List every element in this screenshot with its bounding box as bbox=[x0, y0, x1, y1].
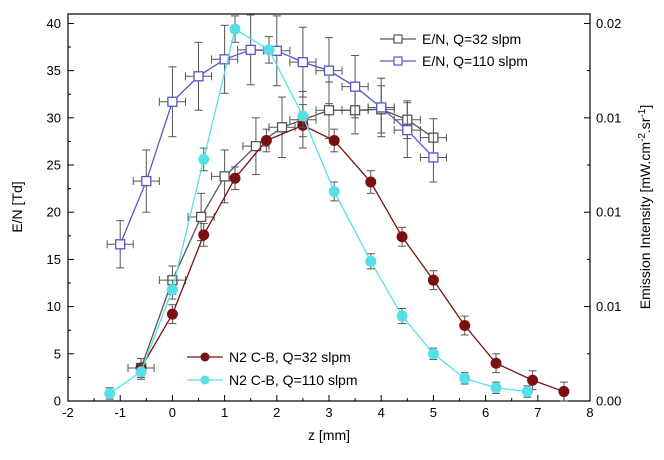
x-tick-label: 7 bbox=[534, 405, 541, 420]
left-y-tick-label: 10 bbox=[47, 299, 61, 314]
data-point bbox=[229, 172, 241, 184]
right-y-axis-ticks: 0.00 0.01 0.01 0.01 0.02 bbox=[584, 16, 621, 409]
legend-label: N2 C-B, Q=110 slpm bbox=[229, 372, 358, 388]
data-point bbox=[219, 171, 230, 182]
left-y-tick-label: 0 bbox=[54, 394, 61, 409]
legend-marker bbox=[393, 56, 403, 66]
data-point bbox=[263, 44, 275, 56]
x-tick-label: 4 bbox=[378, 405, 385, 420]
left-y-axis-ticks: 0 5 10 15 20 25 30 35 40 bbox=[47, 16, 74, 409]
data-point bbox=[328, 185, 340, 197]
x-axis-ticks: -2 -1 0 1 2 3 4 5 6 7 8 bbox=[62, 395, 594, 420]
series-line bbox=[140, 124, 565, 393]
data-point bbox=[193, 71, 204, 82]
data-point bbox=[297, 56, 309, 68]
left-y-tick-label: 35 bbox=[47, 63, 61, 78]
data-point bbox=[402, 124, 413, 136]
x-tick-label: 8 bbox=[586, 405, 593, 420]
data-point bbox=[250, 140, 262, 152]
x-tick-label: 0 bbox=[169, 405, 176, 420]
left-y-tick-label: 25 bbox=[47, 158, 61, 173]
right-y-tick-label: 0.02 bbox=[596, 16, 621, 31]
data-point bbox=[198, 229, 210, 241]
data-point bbox=[166, 308, 178, 320]
data-point bbox=[276, 122, 288, 133]
left-y-axis-label: E/N [Td] bbox=[9, 181, 25, 232]
left-y-tick-label: 20 bbox=[47, 205, 61, 220]
data-point bbox=[104, 387, 116, 399]
legend-entry: E/N, Q=32 slpm bbox=[380, 31, 521, 47]
right-y-tick-label: 0.01 bbox=[596, 299, 621, 314]
series-3 bbox=[104, 15, 533, 400]
data-point bbox=[195, 211, 207, 223]
series-1 bbox=[106, 14, 447, 269]
right-y-axis-label: Emission Intensity [mW.cm-2.sr-1] bbox=[637, 105, 653, 310]
legend-entry: N2 C-B, Q=110 slpm bbox=[187, 372, 358, 388]
x-tick-label: 1 bbox=[221, 405, 228, 420]
data-point bbox=[365, 176, 377, 188]
legend-marker bbox=[200, 352, 210, 362]
data-point bbox=[459, 372, 471, 384]
data-point bbox=[115, 239, 126, 250]
legend-bottom-left: N2 C-B, Q=32 slpm N2 C-B, Q=110 slpm bbox=[187, 349, 358, 388]
data-point bbox=[365, 255, 377, 267]
data-point bbox=[396, 310, 408, 322]
left-y-tick-label: 40 bbox=[47, 16, 61, 31]
data-point bbox=[328, 134, 340, 146]
data-point bbox=[558, 386, 570, 398]
data-point bbox=[323, 65, 335, 76]
x-axis-label: z [mm] bbox=[308, 427, 350, 443]
left-y-tick-label: 15 bbox=[47, 252, 61, 267]
legend-marker bbox=[393, 34, 403, 44]
x-tick-label: 6 bbox=[482, 405, 489, 420]
data-point bbox=[141, 175, 152, 187]
data-point bbox=[245, 44, 256, 56]
data-point bbox=[323, 105, 335, 116]
legend-label: N2 C-B, Q=32 slpm bbox=[229, 349, 351, 365]
right-y-tick-label: 0.01 bbox=[596, 110, 621, 125]
data-point bbox=[428, 152, 439, 163]
data-point bbox=[297, 110, 309, 122]
x-tick-label: 3 bbox=[325, 405, 332, 420]
legend-entry: E/N, Q=110 slpm bbox=[380, 53, 528, 69]
legend-marker bbox=[200, 375, 210, 385]
data-point bbox=[427, 348, 439, 360]
data-point bbox=[490, 382, 502, 394]
legend-label: E/N, Q=110 slpm bbox=[422, 53, 528, 69]
data-point bbox=[167, 96, 178, 107]
data-point bbox=[490, 357, 502, 369]
series-2 bbox=[135, 113, 570, 402]
x-tick-label: 5 bbox=[430, 405, 437, 420]
left-y-tick-label: 30 bbox=[47, 110, 61, 125]
data-point bbox=[521, 386, 533, 398]
data-point bbox=[459, 319, 471, 331]
series-line bbox=[109, 28, 528, 394]
legend-entry: N2 C-B, Q=32 slpm bbox=[187, 349, 351, 365]
x-tick-label: -2 bbox=[62, 405, 74, 420]
data-point bbox=[219, 54, 230, 65]
data-point bbox=[349, 81, 361, 92]
data-point bbox=[135, 366, 147, 378]
right-y-tick-label: 0.01 bbox=[596, 205, 621, 220]
data-point bbox=[527, 374, 539, 386]
data-point bbox=[229, 23, 241, 35]
data-point bbox=[166, 284, 178, 296]
series-layer bbox=[104, 14, 570, 402]
left-y-tick-label: 5 bbox=[54, 346, 61, 361]
x-tick-label: 2 bbox=[273, 405, 280, 420]
data-point bbox=[260, 134, 272, 146]
data-point bbox=[198, 153, 210, 165]
data-point bbox=[376, 102, 387, 113]
legend-label: E/N, Q=32 slpm bbox=[422, 31, 521, 47]
x-tick-label: -1 bbox=[114, 405, 126, 420]
right-y-tick-label: 0.00 bbox=[596, 394, 621, 409]
legend-top-right: E/N, Q=32 slpm E/N, Q=110 slpm bbox=[380, 31, 528, 69]
data-point bbox=[396, 231, 408, 243]
data-point bbox=[427, 274, 439, 286]
